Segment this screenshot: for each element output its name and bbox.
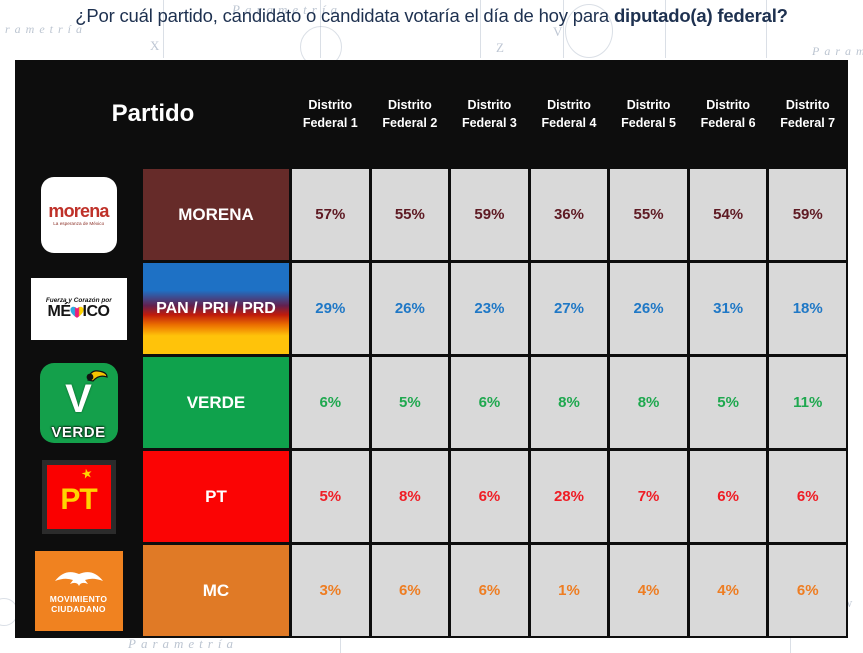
toucan-icon [83,368,109,389]
value-coalition-d2: 26% [371,263,449,354]
value-coalition-d6: 31% [689,263,767,354]
value-coalition-d5: 26% [610,263,687,354]
value-verde-d5: 8% [610,357,687,448]
mc-logo-cell: MOVIMIENTO CIUDADANO [17,545,140,636]
morena-logo-tagline: La esperanza de México [53,221,104,227]
header-partido: Partido [17,62,289,166]
value-verde-d3: 6% [451,357,528,448]
value-pt-d7: 6% [769,451,846,542]
value-coalition-d3: 23% [451,263,528,354]
heart-icon [69,306,84,318]
party-name-morena: MORENA [143,169,289,260]
header-distrito-4: Distrito Federal 4 [530,62,608,166]
value-mc-d6: 4% [689,545,767,636]
value-mc-d1: 3% [292,545,369,636]
verde-logo-label: VERDE [51,423,106,441]
value-mc-d7: 6% [769,545,846,636]
value-mc-d5: 4% [610,545,687,636]
page-title-regular: ¿Por cuál partido, candidato o candidata… [75,5,614,26]
pt-logo-letters: PT [60,482,97,516]
verde-logo-letter: V [65,376,92,421]
value-morena-d4: 36% [530,169,608,260]
pt-logo-cell: ★ PT [17,451,140,542]
fuerza-y-corazon-logo: Fuerza y Corazón por MÉ ICO [30,277,127,340]
value-mc-d3: 6% [451,545,528,636]
value-pt-d4: 28% [530,451,608,542]
watermark-brand-partial: Param [812,44,863,58]
party-name-verde: VERDE [143,357,289,448]
coalition-logo-cell: Fuerza y Corazón por MÉ ICO [17,263,140,354]
value-verde-d2: 5% [371,357,449,448]
star-icon: ★ [79,464,94,482]
value-verde-d4: 8% [530,357,608,448]
mc-logo-line1: MOVIMIENTO [49,593,108,604]
verde-logo: V VERDE [39,362,118,443]
value-pt-d1: 5% [292,451,369,542]
value-mc-d2: 6% [371,545,449,636]
header-distrito-2: Distrito Federal 2 [371,62,449,166]
watermark-brand: Parametría [128,636,238,651]
header-distrito-3: Distrito Federal 3 [451,62,528,166]
mc-logo-line2: CIUDADANO [51,604,106,614]
pt-logo: ★ PT [41,459,116,534]
value-morena-d3: 59% [451,169,528,260]
mc-logo: MOVIMIENTO CIUDADANO [34,550,123,631]
watermark-glyph: X [150,38,160,53]
page-title: ¿Por cuál partido, candidato o candidata… [0,5,863,27]
value-mc-d4: 1% [530,545,608,636]
watermark-glyph: Z [496,40,504,55]
value-coalition-d4: 27% [530,263,608,354]
eagle-icon [54,571,103,586]
value-morena-d2: 55% [371,169,449,260]
value-pt-d5: 7% [610,451,687,542]
value-verde-d6: 5% [689,357,767,448]
value-morena-d6: 54% [689,169,767,260]
value-morena-d7: 59% [769,169,846,260]
value-pt-d6: 6% [689,451,767,542]
morena-logo: morena La esperanza de México [40,176,117,253]
value-pt-d3: 6% [451,451,528,542]
verde-logo-cell: V VERDE [17,357,140,448]
coalition-logo-line2: MÉ ICO [47,303,110,320]
header-distrito-1: Distrito Federal 1 [292,62,369,166]
header-distrito-5: Distrito Federal 5 [610,62,687,166]
party-name-pan-pri-prd: PAN / PRI / PRD [143,263,289,354]
value-coalition-d7: 18% [769,263,846,354]
value-pt-d2: 8% [371,451,449,542]
morena-logo-wordmark: morena [48,201,109,221]
poll-table: Partido Distrito Federal 1 Distrito Fede… [15,60,848,638]
value-morena-d5: 55% [610,169,687,260]
party-name-mc: MC [143,545,289,636]
coalition-logo-line1: Fuerza y Corazón por [45,297,112,304]
value-verde-d7: 11% [769,357,846,448]
value-coalition-d1: 29% [292,263,369,354]
party-name-pt: PT [143,451,289,542]
value-verde-d1: 6% [292,357,369,448]
header-distrito-6: Distrito Federal 6 [689,62,767,166]
value-morena-d1: 57% [292,169,369,260]
header-distrito-7: Distrito Federal 7 [769,62,846,166]
page-title-bold: diputado(a) federal? [613,5,788,26]
morena-logo-cell: morena La esperanza de México [17,169,140,260]
